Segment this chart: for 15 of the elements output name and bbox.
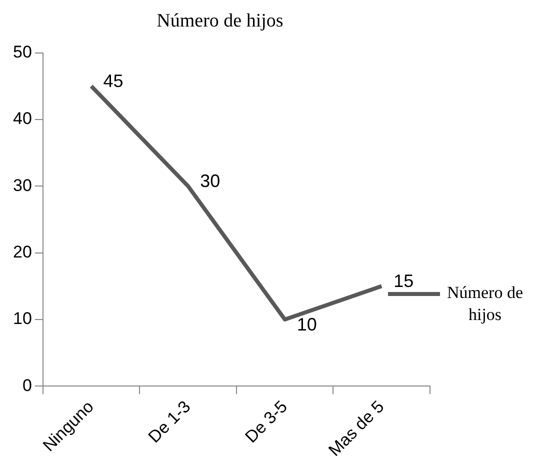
x-tick-label: De 1-3: [144, 397, 194, 447]
data-label: 45: [103, 71, 124, 92]
legend-label: Número de hijos: [446, 282, 524, 326]
y-tick-label: 10: [12, 309, 32, 328]
x-tick-label: De 3-5: [241, 397, 291, 447]
y-tick-label: 0: [22, 376, 32, 395]
y-tick-label: 40: [12, 109, 32, 128]
data-label: 10: [296, 314, 317, 334]
x-tick-label: Mas de 5: [324, 397, 388, 460]
y-tick-label: 20: [12, 242, 32, 262]
y-tick-label: 30: [12, 176, 32, 195]
y-tick-label: 50: [12, 42, 32, 62]
data-label: 30: [200, 171, 220, 192]
chart-title: Número de hijos: [156, 10, 284, 32]
data-label: 15: [394, 271, 414, 292]
